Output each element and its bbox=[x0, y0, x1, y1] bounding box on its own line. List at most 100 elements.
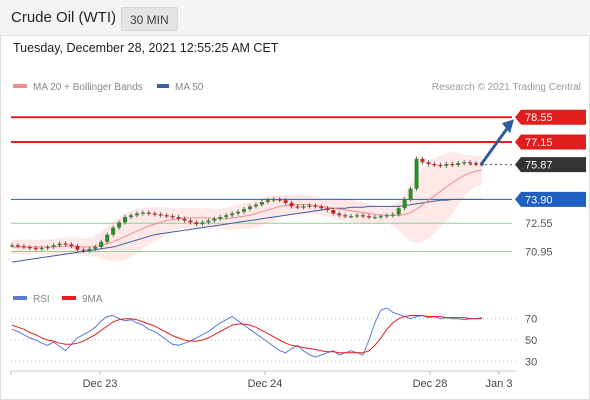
rsi-ma-legend-swatch bbox=[62, 296, 76, 300]
rsi-line bbox=[11, 307, 483, 358]
candle-body bbox=[366, 216, 371, 218]
rsi-plot-area: 70 50 30 bbox=[11, 307, 537, 368]
candle-body bbox=[361, 215, 366, 217]
candle-body bbox=[10, 245, 14, 247]
candle-body bbox=[307, 205, 312, 207]
ma20-legend-swatch bbox=[13, 84, 27, 88]
candle-body bbox=[271, 199, 276, 201]
candle-body bbox=[224, 215, 229, 218]
level-tag-73.90 bbox=[515, 191, 586, 207]
candle-body bbox=[164, 215, 169, 217]
candle-body bbox=[343, 215, 348, 217]
level-label-78.55: 78.55 bbox=[525, 112, 553, 124]
candle-body bbox=[117, 222, 122, 228]
candle-body bbox=[87, 248, 92, 251]
instrument-title: Crude Oil (WTI) bbox=[11, 9, 116, 26]
credit-text: Research © 2021 Trading Central bbox=[432, 82, 581, 93]
candle-body bbox=[325, 208, 330, 210]
x-axis: Dec 23 Dec 24 Dec 28 Jan 3 bbox=[10, 371, 513, 390]
candle-body bbox=[242, 209, 247, 212]
main-plot-area: 78.55 77.15 75.87 73.90 72.55 70.95 bbox=[10, 109, 586, 263]
candle-body bbox=[247, 206, 252, 210]
level-label-70.95: 70.95 bbox=[525, 246, 553, 258]
candle-body bbox=[259, 202, 264, 205]
candle-body bbox=[33, 247, 38, 250]
rsi-tick-label: 30 bbox=[525, 356, 537, 368]
candle-body bbox=[111, 227, 116, 235]
candle-body bbox=[21, 246, 26, 248]
candle-body bbox=[99, 241, 104, 248]
candle-body bbox=[444, 164, 449, 166]
candle-body bbox=[81, 249, 86, 251]
candle-body bbox=[194, 222, 199, 225]
candle-body bbox=[396, 208, 401, 215]
candle-body bbox=[408, 188, 413, 200]
x-tick-label: Dec 24 bbox=[248, 378, 283, 390]
candle-body bbox=[378, 216, 383, 218]
candle-body bbox=[331, 209, 336, 214]
candle-body bbox=[15, 245, 20, 247]
rsi-ma-legend-label: 9MA bbox=[82, 294, 103, 305]
rsi-legend: RSI 9MA bbox=[13, 294, 103, 305]
candle-body bbox=[319, 206, 324, 209]
candle-body bbox=[337, 213, 342, 216]
candle-body bbox=[355, 215, 360, 217]
level-tag-78.55 bbox=[515, 109, 586, 125]
candle-body bbox=[170, 216, 175, 218]
chart-header: Crude Oil (WTI) 30 MIN bbox=[0, 0, 590, 36]
candle-body bbox=[75, 246, 80, 250]
candle-body bbox=[468, 162, 473, 164]
candle-body bbox=[384, 215, 389, 217]
candle-body bbox=[236, 211, 241, 214]
timeframe-badge[interactable]: 30 MIN bbox=[121, 7, 178, 31]
candle-body bbox=[105, 234, 110, 242]
main-legend: MA 20 + Bollinger Bands MA 50 Research ©… bbox=[13, 82, 581, 93]
level-label-73.90: 73.90 bbox=[525, 194, 553, 206]
ma20-line bbox=[12, 169, 483, 248]
candle-body bbox=[63, 243, 68, 245]
candle-body bbox=[253, 204, 258, 207]
forecast-arrow-shaft bbox=[479, 126, 510, 166]
rsi-legend-swatch bbox=[13, 296, 27, 300]
candle-body bbox=[438, 164, 443, 167]
bollinger-band bbox=[12, 151, 482, 262]
candle-body bbox=[372, 217, 377, 219]
candle-body bbox=[474, 163, 479, 165]
candle-body bbox=[182, 218, 187, 221]
candle-body bbox=[420, 158, 425, 163]
rsi-tick-label: 70 bbox=[525, 314, 537, 326]
candle-body bbox=[390, 214, 395, 216]
candle-body bbox=[134, 213, 139, 216]
candle-body bbox=[313, 205, 318, 207]
candle-body bbox=[212, 218, 217, 221]
candle-body bbox=[462, 162, 467, 164]
ma50-legend-label: MA 50 bbox=[175, 82, 204, 93]
candle-body bbox=[146, 212, 151, 214]
candle-body bbox=[414, 158, 419, 189]
candle-body bbox=[123, 217, 128, 223]
candle-body bbox=[27, 247, 32, 249]
candle-body bbox=[176, 217, 181, 219]
candle-body bbox=[158, 214, 163, 216]
candle-body bbox=[402, 199, 407, 209]
report-datetime: Tuesday, December 28, 2021 12:55:25 AM C… bbox=[13, 41, 279, 55]
level-tag-77.15 bbox=[515, 134, 586, 150]
candle-body bbox=[152, 213, 157, 215]
candle-body bbox=[39, 247, 44, 250]
candle-body bbox=[289, 202, 294, 207]
rsi-tick-label: 50 bbox=[525, 335, 537, 347]
candle-body bbox=[426, 162, 431, 165]
candle-body bbox=[230, 213, 235, 216]
candle-body bbox=[265, 200, 270, 203]
candle-body bbox=[450, 164, 455, 166]
rsi-ma-line bbox=[11, 315, 482, 354]
level-label-72.55: 72.55 bbox=[525, 218, 553, 230]
candle-body bbox=[128, 215, 133, 218]
level-label-75.87: 75.87 bbox=[525, 160, 553, 172]
candle-body bbox=[349, 216, 354, 218]
ma20-legend-label: MA 20 + Bollinger Bands bbox=[33, 82, 143, 93]
level-tag-75.87 bbox=[515, 157, 586, 173]
x-tick-label: Dec 23 bbox=[83, 378, 118, 390]
x-tick-label: Jan 3 bbox=[486, 378, 513, 390]
ma50-legend-swatch bbox=[157, 84, 169, 88]
